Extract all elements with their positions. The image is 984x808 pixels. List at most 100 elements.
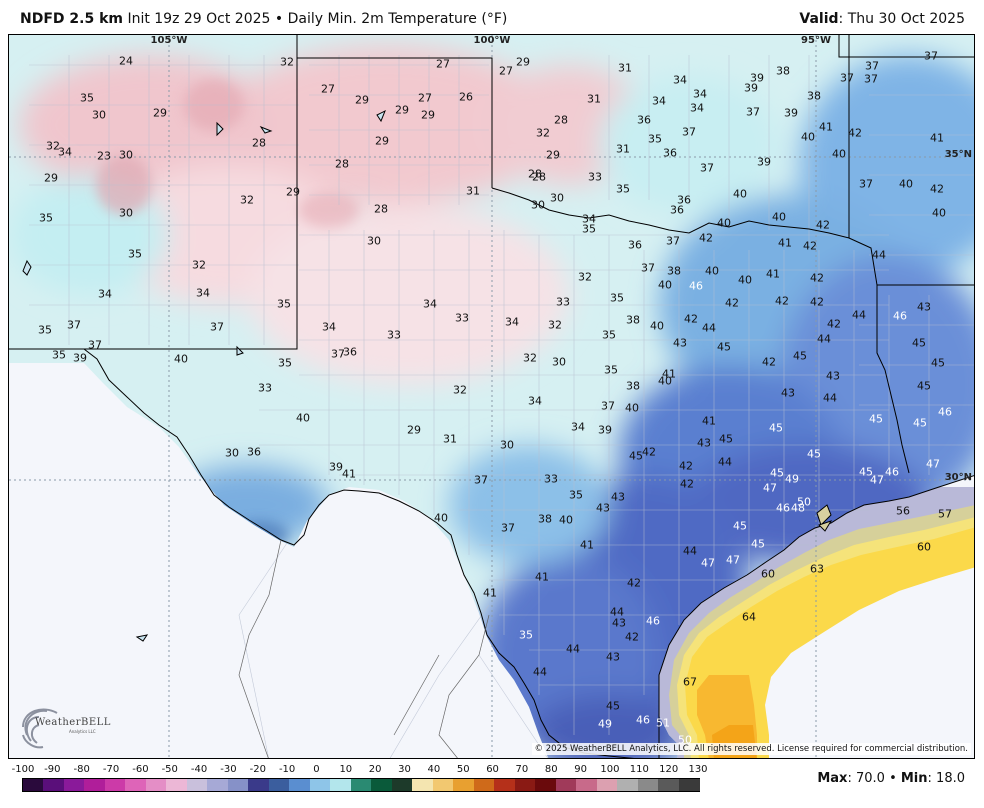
logo-text: WeatherBELL — [35, 717, 111, 728]
temperature-label: 36 — [247, 445, 261, 459]
temperature-label: 32 — [578, 270, 592, 284]
temperature-label: 37 — [601, 399, 615, 413]
temperature-label: 41 — [778, 236, 792, 250]
valid-label: Valid — [799, 11, 839, 27]
temperature-label: 40 — [658, 374, 672, 388]
lakes — [22, 109, 386, 642]
temperature-label: 42 — [625, 630, 639, 644]
temperature-label: 42 — [699, 231, 713, 245]
temperature-label: 30 — [225, 446, 239, 460]
product-name: Daily Min. 2m Temperature (°F) — [287, 11, 508, 27]
temperature-label: 42 — [816, 218, 830, 232]
temperature-label: 29 — [44, 171, 58, 185]
map-panel: 24 32 27 29 27 31 34 39 38 37 37 37 37 35 27 29 27 26 29 29… — [8, 34, 975, 759]
temperature-label: 37 — [840, 71, 854, 85]
colorbar-tick: 10 — [339, 764, 353, 775]
colorbar-segment — [125, 779, 147, 791]
colorbar-segment — [248, 779, 270, 791]
colorbar-tick: -10 — [278, 764, 296, 775]
colorbar-tick: 30 — [398, 764, 411, 775]
temperature-label: 37 — [666, 234, 680, 248]
temperature-label: 34 — [673, 73, 687, 87]
temperature-label: 36 — [637, 113, 651, 127]
temperature-label: 37 — [864, 72, 878, 86]
temperature-label: 35 — [602, 328, 616, 342]
temperature-label: 37 — [67, 318, 81, 332]
temperature-label: 34 — [196, 286, 210, 300]
temperature-label: 35 — [616, 182, 630, 196]
temperature-label: 34 — [423, 297, 437, 311]
temperature-label: 35 — [610, 291, 624, 305]
temperature-label: 56 — [896, 504, 910, 518]
temperature-label: 44 — [533, 665, 547, 679]
temperature-label: 40 — [174, 352, 188, 366]
temperature-label: 37 — [331, 347, 345, 361]
temperature-label: 40 — [658, 278, 672, 292]
temperature-label: 45 — [769, 421, 783, 435]
temperature-label: 43 — [781, 386, 795, 400]
temperature-label: 45 — [859, 465, 873, 479]
temperature-label: 33 — [588, 170, 602, 184]
temperature-label: 49 — [785, 472, 799, 486]
temperature-label: 29 — [516, 55, 530, 69]
temperature-label: 46 — [689, 279, 703, 293]
temperature-label: 42 — [684, 312, 698, 326]
temperature-label: 46 — [893, 309, 907, 323]
temperature-label: 28 — [335, 157, 349, 171]
colorbar-tick: 120 — [659, 764, 679, 775]
temperature-label: 34 — [98, 287, 112, 301]
temperature-label: 44 — [610, 605, 624, 619]
colorbar-tick: 130 — [688, 764, 708, 775]
temperature-label: 42 — [775, 294, 789, 308]
stats-separator: • — [889, 771, 897, 786]
temperature-label: 36 — [677, 193, 691, 207]
colorbar-segment — [207, 779, 229, 791]
temperature-label: 41 — [930, 131, 944, 145]
temperature-label: 40 — [717, 216, 731, 230]
temperature-label: 31 — [466, 184, 480, 198]
temperature-label: 38 — [626, 379, 640, 393]
temperature-label: 35 — [604, 363, 618, 377]
temperature-label: 38 — [626, 313, 640, 327]
temperature-label: 27 — [321, 82, 335, 96]
temperature-label: 39 — [744, 81, 758, 95]
temperature-label: 42 — [848, 126, 862, 140]
temperature-label: 42 — [930, 182, 944, 196]
temperature-label: 39 — [757, 155, 771, 169]
lon-label-95w: 95°W — [801, 35, 831, 46]
temperature-label: 35 — [52, 348, 66, 362]
temperature-label: 31 — [443, 432, 457, 446]
temperature-label: 49 — [598, 717, 612, 731]
temperature-label: 33 — [258, 381, 272, 395]
temperature-label: 42 — [810, 271, 824, 285]
colorbar-tick: -40 — [190, 764, 208, 775]
mexico-borders — [238, 539, 490, 758]
temperature-label: 44 — [852, 308, 866, 322]
colorbar-tick-labels: -100 -90 -80 -70 -60 -50 -40 -30 -20 -10 0 10 20 30 40… — [0, 764, 984, 778]
colorbar-tick: 80 — [544, 764, 558, 775]
temperature-label: 40 — [832, 147, 846, 161]
temperature-label: 28 — [528, 167, 542, 181]
colorbar-segment — [23, 779, 45, 791]
temperature-label: 42 — [827, 317, 841, 331]
colorbar-tick: 60 — [486, 764, 499, 775]
colorbar-segment — [596, 779, 618, 791]
temperature-label: 67 — [683, 675, 697, 689]
colorbar-segment — [514, 779, 536, 791]
temperature-label: 45 — [733, 519, 747, 533]
temperature-label: 37 — [746, 105, 760, 119]
temperature-label: 34 — [582, 212, 596, 226]
temperature-label: 30 — [550, 191, 564, 205]
temperature-label: 50 — [678, 733, 692, 747]
temperature-label: 24 — [119, 54, 133, 68]
temperature-label: 45 — [717, 340, 731, 354]
logo-subtext: Analytics LLC — [69, 729, 96, 734]
temperature-label: 44 — [823, 391, 837, 405]
colorbar-segment — [43, 779, 65, 791]
lon-label-105w: 105°W — [150, 35, 188, 46]
lat-label-30n: 30°N — [944, 472, 972, 483]
temperature-label: 35 — [277, 297, 291, 311]
copyright-notice: © 2025 WeatherBELL Analytics, LLC. All r… — [531, 743, 971, 755]
temperature-label: 37 — [210, 320, 224, 334]
temperature-label: 29 — [546, 148, 560, 162]
